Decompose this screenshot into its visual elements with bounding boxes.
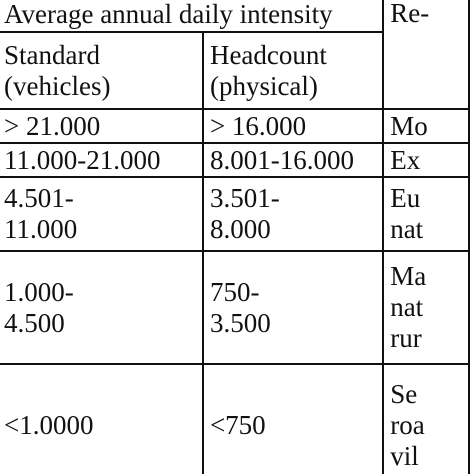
cell-headcount: <750 (201, 363, 385, 474)
cell-text: Mo (390, 110, 428, 141)
header-headcount-line-1: Headcount (209, 39, 327, 70)
cell-road-type: Ma nat rur (382, 250, 470, 365)
cell-text: Ex (390, 144, 421, 175)
cell-text: 1.000- (4, 276, 74, 307)
header-group-cell: Average annual daily intensity (0, 0, 385, 33)
header-row-group: Average annual daily intensity Re- (0, 0, 470, 110)
cell-text: Eu (390, 183, 421, 213)
cell-text: 3.500 (209, 307, 271, 338)
header-group-label: Average annual daily intensity (4, 0, 333, 29)
table-row: <1.0000 <750 Se roa vil (0, 363, 470, 474)
cell-standard: 4.501- 11.000 (0, 176, 204, 252)
cell-text: > 16.000 (209, 110, 307, 141)
cell-text: 4.501- (4, 183, 74, 213)
cell-road-type: Ex (382, 142, 470, 178)
header-third-col-label: Re- (390, 0, 430, 28)
table-row: 1.000- 4.500 750- 3.500 Ma nat rur (0, 250, 470, 365)
cell-road-type: Mo (382, 108, 470, 144)
header-headcount-cell: Headcount (physical) (201, 31, 385, 110)
cell-headcount: 8.001-16.000 (201, 142, 385, 178)
cell-standard: 11.000-21.000 (0, 142, 204, 178)
cell-text: 11.000 (4, 214, 78, 244)
header-standard-line-2: (vehicles) (4, 70, 111, 101)
cell-text: Se (390, 378, 418, 409)
cell-text: 8.000 (209, 214, 271, 244)
cell-text: 8.001-16.000 (209, 144, 354, 175)
cell-text: 4.500 (4, 307, 65, 338)
cell-standard: > 21.000 (0, 108, 204, 144)
cell-text: <1.0000 (4, 409, 94, 440)
cell-text: vil (390, 440, 419, 471)
cell-standard: <1.0000 (0, 363, 204, 474)
table-row: > 21.000 > 16.000 Mo (0, 108, 470, 144)
header-standard-cell: Standard (vehicles) (0, 31, 204, 110)
cell-text: roa (390, 409, 425, 440)
cell-standard: 1.000- 4.500 (0, 250, 204, 365)
table-row: 4.501- 11.000 3.501- 8.000 Eu nat (0, 176, 470, 252)
cell-text: nat (390, 214, 424, 244)
cell-text: > 21.000 (4, 110, 101, 141)
header-third-col-cell: Re- (382, 0, 470, 110)
cell-headcount: 3.501- 8.000 (201, 176, 385, 252)
cell-text: rur (390, 323, 422, 353)
cell-text: 750- (209, 276, 260, 307)
cell-road-type: Eu nat (382, 176, 470, 252)
header-headcount-line-2: (physical) (209, 70, 318, 101)
cell-text: Ma (390, 261, 427, 291)
cell-text: nat (390, 292, 424, 322)
cell-text: 11.000-21.000 (4, 144, 161, 175)
cell-text: 3.501- (209, 183, 280, 213)
header-standard-line-1: Standard (4, 39, 100, 70)
table-row: 11.000-21.000 8.001-16.000 Ex (0, 142, 470, 178)
cell-text: <750 (209, 409, 266, 440)
cell-road-type: Se roa vil (382, 363, 470, 474)
cell-headcount: 750- 3.500 (201, 250, 385, 365)
cell-headcount: > 16.000 (201, 108, 385, 144)
header-row-columns: Standard (vehicles) Headcount (physical) (0, 31, 469, 110)
